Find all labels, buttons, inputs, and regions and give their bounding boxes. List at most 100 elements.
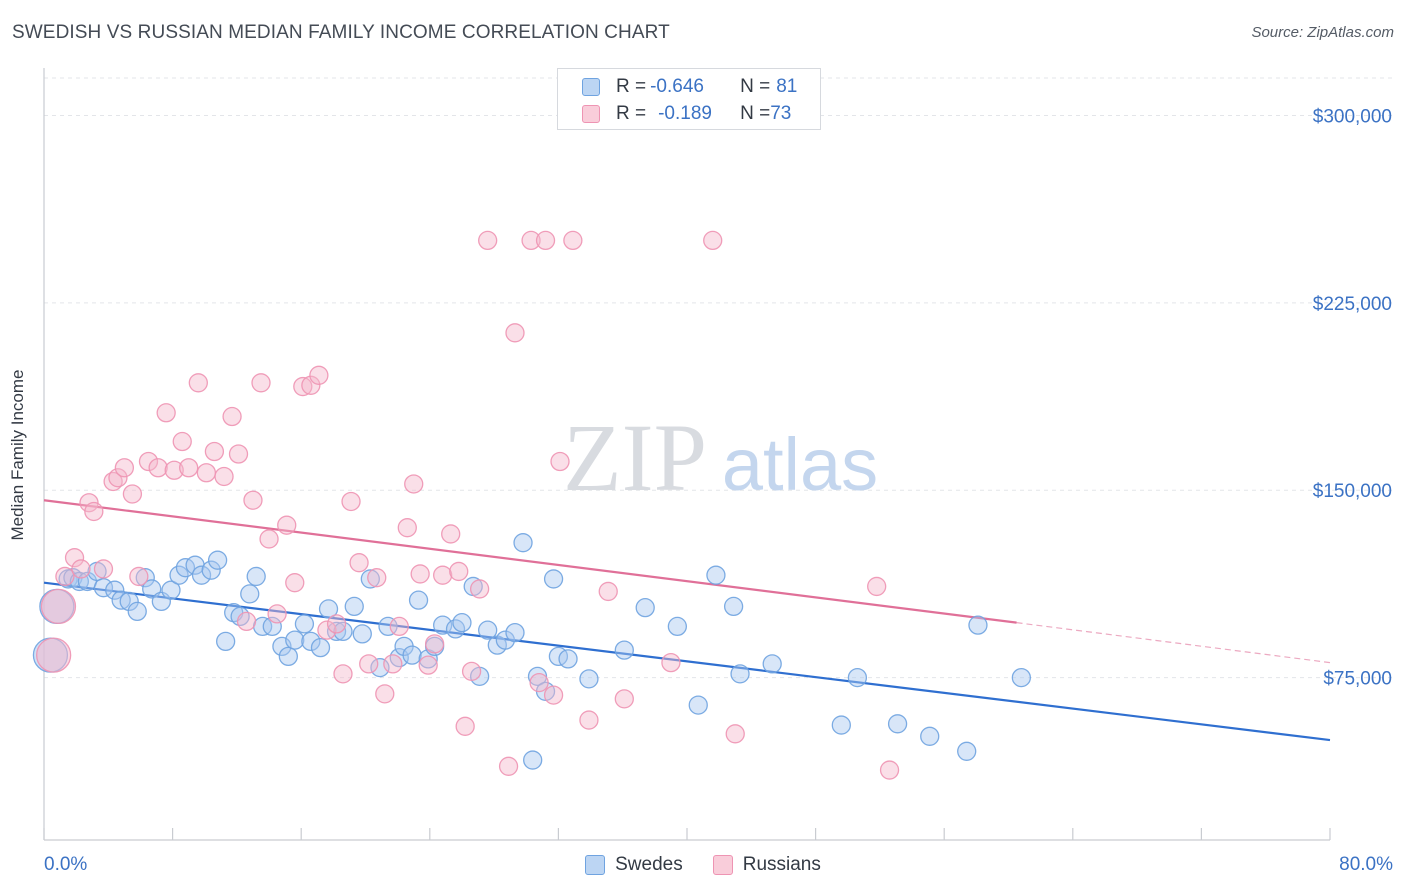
swedes-point [285, 630, 305, 650]
swedes-point [135, 568, 155, 588]
russians-point [114, 458, 135, 478]
russians-point [461, 661, 482, 682]
swedes-point [579, 669, 599, 689]
russians-point [148, 458, 168, 478]
stats-row-russians: R = -0.189 N = 73 [582, 102, 791, 126]
russians-swatch [712, 855, 733, 875]
russians-point [404, 474, 424, 494]
russians-point [129, 566, 149, 587]
russians-point [418, 655, 438, 675]
swedes-point [635, 598, 655, 618]
swedes-point [762, 654, 782, 674]
russians-point [383, 654, 403, 674]
russians-point [79, 493, 99, 513]
swedes-point [310, 637, 331, 658]
swedes-point [344, 596, 364, 617]
swedes-point [614, 640, 634, 660]
r-label: R = [616, 103, 647, 124]
swedes-point [523, 750, 543, 770]
swedes-point [452, 612, 472, 633]
swedes-point [93, 578, 114, 598]
swedes-point [558, 649, 578, 669]
swedes-point [957, 741, 977, 761]
russians-point [309, 365, 329, 385]
russians-point [521, 230, 541, 251]
russians-point [251, 373, 271, 393]
russians-point [543, 685, 564, 705]
russians-point [535, 230, 556, 251]
swedes-point [527, 666, 548, 687]
russians-point [367, 568, 387, 588]
data-points [32, 230, 1032, 780]
swedes-point [215, 631, 236, 652]
swedes-point [119, 591, 139, 612]
r-value: -0.189 [658, 103, 712, 124]
russians-point [301, 375, 321, 395]
legend-item-russians[interactable]: Russians [712, 854, 821, 876]
watermark-atlas: atlas [722, 423, 878, 506]
chart-title: SWEDISH VS RUSSIAN MEDIAN FAMILY INCOME … [12, 22, 670, 43]
stats-legend: R = -0.646 N = 81 R = -0.189 N = 73 [557, 68, 821, 130]
trend-lines [43, 499, 1331, 742]
swedes-swatch [585, 855, 606, 875]
russians-point [236, 611, 257, 632]
russians-point [703, 230, 723, 251]
russians-point [196, 463, 217, 483]
russians-point [614, 689, 634, 709]
russians-point [35, 637, 72, 673]
swedes-point [402, 645, 422, 665]
swedes-point [513, 533, 533, 553]
russians-point [469, 579, 490, 599]
russians-point [579, 710, 599, 730]
swedes-point [161, 580, 181, 600]
russians-point [879, 760, 900, 780]
y-axis-label: Median Family Income [8, 369, 27, 541]
r-label: R = [616, 76, 647, 97]
russians-point [228, 444, 249, 464]
russians-point [449, 561, 469, 582]
legend-label-swedes: Swedes [615, 854, 683, 875]
russians-point [397, 518, 417, 538]
n-value: 81 [776, 76, 798, 97]
swedes-point [667, 616, 688, 637]
russians-point [55, 566, 75, 587]
russians-point [433, 565, 453, 585]
russians-point [64, 548, 85, 568]
y-tick-label: $225,000 [1313, 294, 1392, 315]
swedes-point [378, 616, 398, 637]
x-tick-labels: 0.0% 80.0% [44, 854, 1393, 875]
russians-point [222, 406, 242, 427]
russians-point [410, 564, 430, 584]
russians-point [108, 468, 128, 488]
y-tick-label: $150,000 [1313, 481, 1392, 502]
swedes-point [360, 569, 380, 589]
russians-point [122, 484, 143, 504]
russians-swatch [582, 105, 600, 123]
swedes-point [887, 714, 908, 734]
russians-point [389, 616, 409, 637]
russians-point [138, 451, 159, 472]
russians-point [40, 588, 77, 625]
stats-row-swedes: R = -0.646 N = 81 [582, 75, 797, 99]
russians-point [341, 491, 361, 512]
legend-label-russians: Russians [742, 854, 821, 875]
swedes-point [201, 560, 221, 580]
russians-point [478, 230, 498, 251]
russians-point [93, 559, 114, 579]
swedes-point [111, 590, 131, 610]
russians-point [349, 553, 369, 573]
swedes-point [169, 565, 189, 585]
russians-trend-extension [1016, 622, 1331, 664]
swedes-point [543, 569, 564, 589]
legend-item-swedes[interactable]: Swedes [585, 854, 683, 876]
watermark-zip: ZIP [563, 404, 707, 511]
russians-point [359, 654, 379, 674]
russians-point [529, 672, 549, 693]
swedes-point [723, 596, 744, 617]
swedes-point [847, 667, 868, 688]
russians-point [563, 230, 583, 251]
x-tick-label-min: 0.0% [44, 854, 87, 875]
swedes-point [318, 599, 339, 619]
russians-point [172, 431, 192, 452]
